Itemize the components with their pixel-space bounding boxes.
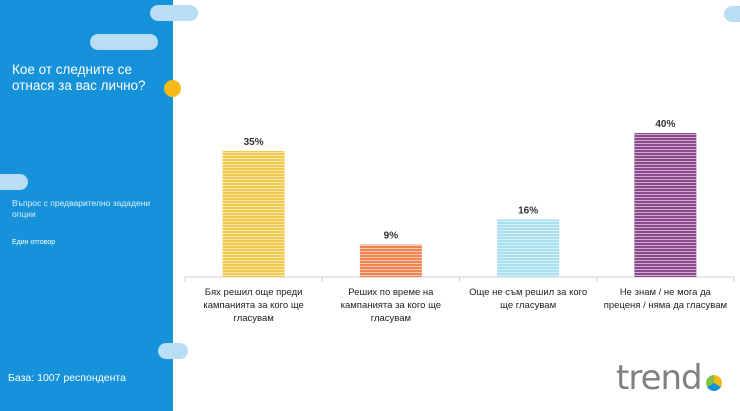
bar-stripes [497, 219, 560, 277]
question-type-text: Въпрос с предварително зададени опции [12, 198, 151, 219]
decorative-pill [158, 343, 188, 359]
bar-value-label: 9% [384, 231, 399, 242]
bar-value-label: 35% [244, 137, 264, 148]
bar-value-label: 40% [655, 119, 675, 130]
bar-value-label: 16% [518, 205, 538, 216]
question-text: Кое от следните се отнася за вас лично? [12, 62, 146, 93]
decorative-dot [164, 80, 181, 97]
sidebar-panel: Кое от следните се отнася за вас лично? … [0, 0, 173, 411]
bar [497, 219, 560, 277]
bar-chart: 35% 9% 16% 40% Бях решил още преди кампаният… [184, 119, 735, 324]
answer-mode-text: Един отговор [12, 239, 56, 246]
decorative-pill [724, 6, 740, 22]
bar-stripes [359, 244, 422, 277]
bar [359, 244, 422, 277]
bar-stripes [222, 151, 285, 277]
category-label: Не знам / не мога да преценя / няма да гл… [604, 287, 727, 311]
brand-logo: trend [616, 358, 703, 398]
decorative-pill [150, 5, 198, 21]
decorative-pill [0, 174, 28, 190]
category-label: Реших по време на кампанията за кого ще гл… [341, 287, 441, 324]
base-respondents-text: База: 1007 респондента [8, 372, 126, 384]
bar-stripes [634, 133, 697, 277]
category-label: Бях решил още преди кампанията за кого ще… [203, 287, 303, 324]
logo-dot-icon [706, 375, 722, 391]
bar [222, 151, 285, 277]
decorative-pill [90, 34, 158, 50]
bar [634, 133, 697, 277]
category-label: Още не съм решил за кого ще гласувам [469, 287, 587, 311]
